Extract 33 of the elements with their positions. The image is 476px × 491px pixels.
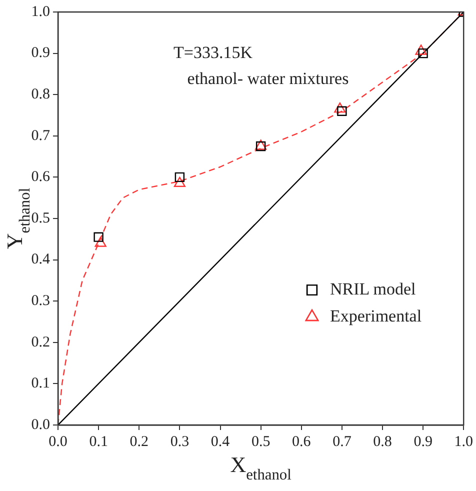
y-tick-label: 0.8 [31,86,50,103]
point [94,232,104,242]
point [94,236,106,247]
x-tick-label: 0.1 [89,434,108,450]
y-tick-label: 0.7 [31,128,50,144]
point [337,106,347,116]
legend-label: Experimental [330,306,422,326]
x-tick-label: 0.5 [251,434,270,450]
y-tick-label: 0.4 [31,252,50,268]
y-tick-label: 0.1 [31,376,50,392]
annotation: T=333.15K [174,43,254,62]
x-tick-label: 1.0 [454,434,473,450]
y-tick-label: 0.3 [31,293,50,310]
legend-label: NRIL model [330,279,416,298]
y-tick-label: 0.5 [31,210,50,226]
x-tick-label: 0.9 [414,434,432,450]
y-tick-label: 0.2 [31,334,50,350]
x-tick-label: 0.6 [292,434,312,450]
x-tick-label: 0.8 [373,434,392,450]
y-tick-label: 0.6 [31,169,50,186]
x-tick-label: 0.0 [48,434,68,450]
y-tick-label: 1.0 [31,4,50,20]
y-tick-label: 0.9 [31,45,50,62]
x-tick-label: 0.7 [332,434,352,450]
point [174,176,186,187]
point [334,102,346,113]
x-tick-label: 0.3 [170,434,190,450]
x-tick-label: 0.2 [130,434,148,450]
y-tick-label: 0.0 [31,416,50,433]
x-tick-label: 0.4 [210,434,230,450]
annotation: ethanol- water mixtures [187,69,349,88]
point [418,48,428,58]
point [174,172,185,182]
